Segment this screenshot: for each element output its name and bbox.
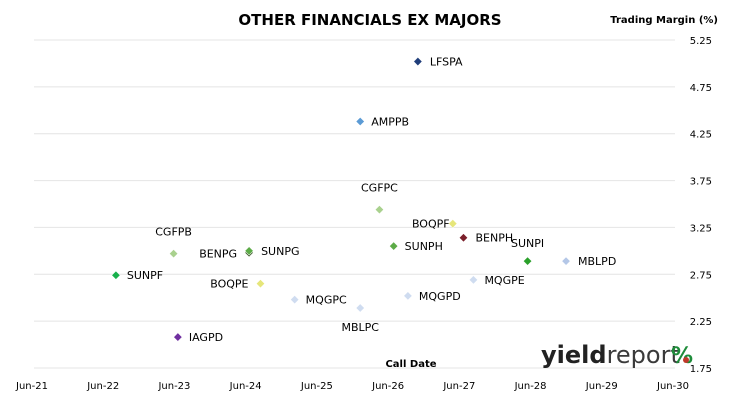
point-label-amppb: AMPPB (371, 116, 409, 129)
data-point-lfspa (413, 56, 423, 67)
y-tick-label: 4.75 (690, 83, 712, 94)
data-point-mqgpc (290, 294, 300, 305)
data-points: LFSPA AMPPB CGFPC BOQPF BENPH SUNPH CGFPB BENPG… (111, 56, 616, 344)
point-label-cgfpb: CGFPB (155, 226, 192, 239)
point-label-benpg: BENPG (199, 248, 237, 261)
yieldreport-logo: yieldreport % (541, 341, 693, 369)
data-point-amppb (355, 116, 365, 127)
data-point-benph (458, 233, 469, 243)
y-tick-label: 5.25 (690, 36, 712, 47)
point-label-mqgpd: MQGPD (419, 290, 461, 303)
data-point-sunpi (522, 256, 533, 266)
point-label-mqgpc: MQGPC (306, 294, 347, 307)
y-tick-label: 2.25 (690, 317, 712, 328)
point-label-iagpd: IAGPD (189, 331, 223, 344)
data-point-mqgpe (468, 275, 479, 285)
y-axis-label: Trading Margin (%) (610, 15, 718, 26)
y-tick-label: 4.25 (690, 130, 712, 141)
logo-word-report: report (607, 341, 680, 369)
x-tick-label: Jun-30 (656, 381, 689, 392)
x-tick-labels: Jun-21 Jun-22 Jun-23 Jun-24 Jun-25 Jun-26 Jun-… (15, 381, 689, 392)
x-tick-label: Jun-29 (585, 381, 618, 392)
point-label-sunpf: SUNPF (127, 269, 163, 282)
data-point-boqpf (448, 219, 458, 229)
x-tick-label: Jun-21 (15, 381, 48, 392)
x-tick-label: Jun-25 (300, 381, 333, 392)
y-tick-label: 2.75 (690, 270, 712, 281)
data-point-mblpd (561, 256, 571, 266)
point-label-sunpi: SUNPI (511, 237, 544, 250)
x-axis-label: Call Date (385, 359, 436, 370)
data-point-sunpg (244, 246, 254, 256)
point-label-sunph: SUNPH (405, 240, 443, 253)
chart-title: OTHER FINANCIALS EX MAJORS (238, 11, 501, 29)
x-tick-label: Jun-23 (157, 381, 190, 392)
y-tick-label: 1.75 (690, 364, 712, 375)
x-tick-label: Jun-22 (86, 381, 119, 392)
point-label-mblpd: MBLPD (578, 255, 616, 268)
svg-text:yieldreport: yieldreport (541, 341, 680, 369)
x-tick-label: Jun-24 (229, 381, 262, 392)
y-tick-label: 3.25 (690, 223, 712, 234)
point-label-mqgpe: MQGPE (484, 274, 524, 287)
point-label-cgfpc: CGFPC (361, 182, 398, 195)
point-label-boqpe: BOQPE (210, 278, 248, 291)
data-point-mqgpd (403, 291, 413, 301)
data-point-cgfpb (168, 249, 179, 259)
point-label-boqpf: BOQPF (412, 218, 450, 231)
logo-word-yield: yield (541, 341, 607, 369)
point-label-lfspa: LFSPA (430, 56, 463, 69)
y-tick-labels: 1.75 2.25 2.75 3.25 3.75 4.25 4.75 5.25 (690, 36, 712, 375)
x-tick-label: Jun-28 (514, 381, 547, 392)
gridlines (34, 39, 675, 369)
data-point-iagpd (173, 332, 183, 342)
point-label-mblpc: MBLPC (341, 321, 379, 334)
x-tick-label: Jun-27 (442, 381, 475, 392)
data-point-mblpc (355, 303, 365, 313)
data-point-cgfpc (374, 205, 385, 215)
x-tick-label: Jun-26 (371, 381, 404, 392)
data-point-sunph (389, 241, 399, 251)
y-tick-label: 3.75 (690, 177, 712, 188)
point-label-sunpg: SUNPG (261, 245, 299, 258)
data-point-boqpe (255, 279, 266, 289)
point-label-benph: BENPH (475, 232, 513, 245)
logo-percent-symbol: % (671, 344, 693, 369)
data-point-sunpf (111, 270, 121, 280)
logo-red-dot (683, 357, 689, 363)
